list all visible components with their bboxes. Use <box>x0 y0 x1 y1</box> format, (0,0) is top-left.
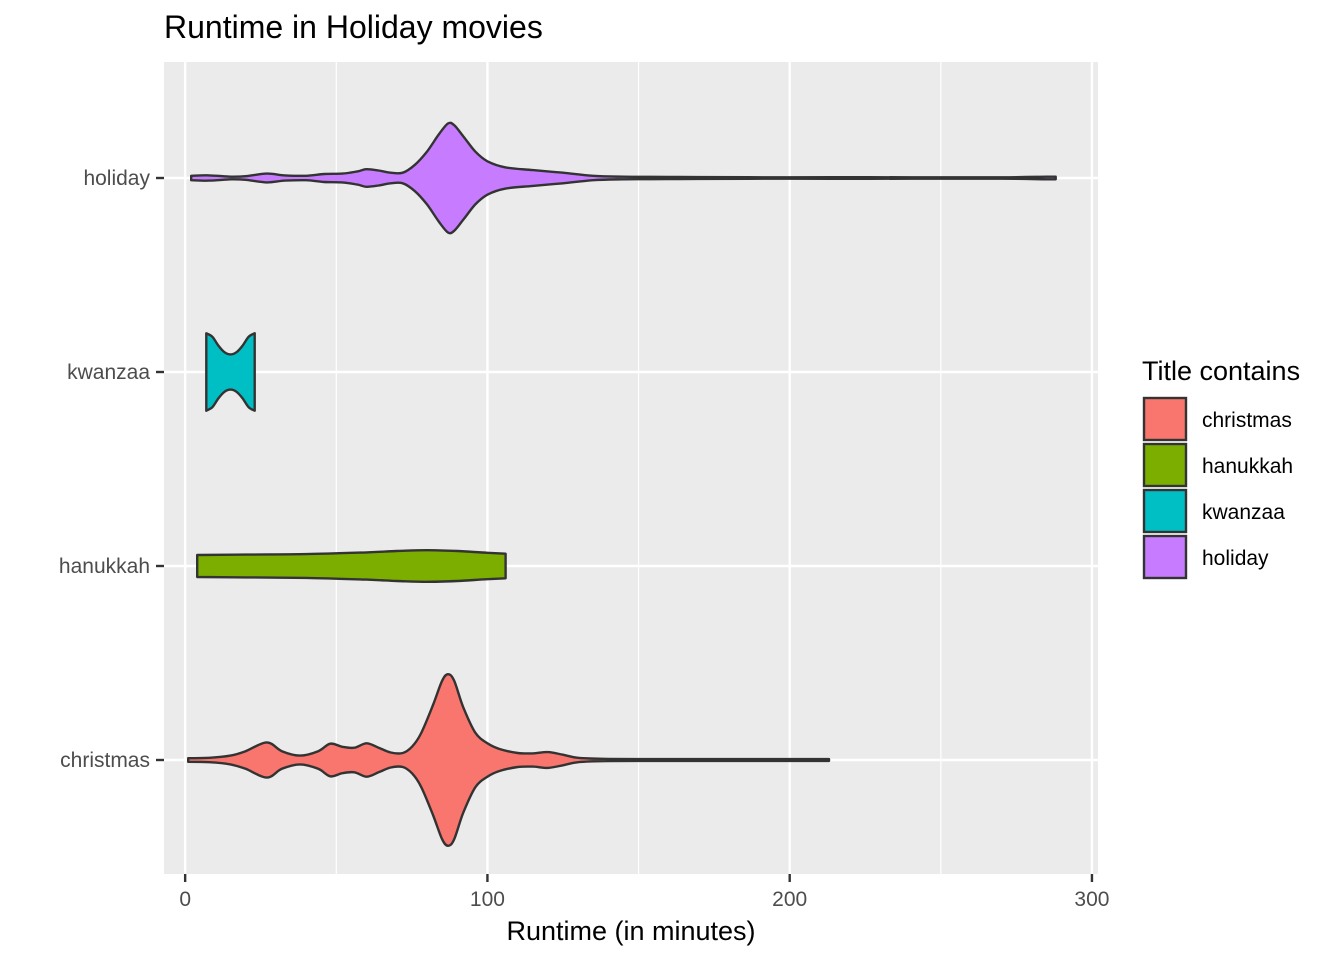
legend-title: Title contains <box>1142 356 1300 386</box>
violin-holiday <box>190 121 1057 235</box>
x-axis-title: Runtime (in minutes) <box>506 916 755 946</box>
legend-label: hanukkah <box>1202 455 1293 478</box>
x-tick-label: 100 <box>470 888 505 911</box>
legend-swatch-holiday <box>1142 534 1188 580</box>
violin-kwanzaa <box>205 332 256 412</box>
x-axis: 0 100 200 300 <box>179 874 1109 911</box>
x-tick-label: 200 <box>772 888 807 911</box>
minor-gridlines <box>335 62 942 874</box>
legend-label: christmas <box>1202 409 1292 432</box>
y-tick-label: hanukkah <box>59 555 150 578</box>
legend-swatch-kwanzaa <box>1142 488 1188 534</box>
y-tick-label: holiday <box>83 167 150 190</box>
plot-panel <box>164 62 1098 874</box>
y-axis: christmas hanukkah kwanzaa holiday <box>59 167 164 772</box>
x-tick-label: 300 <box>1074 888 1109 911</box>
violin-hanukkah <box>196 549 507 583</box>
violins <box>187 121 1057 847</box>
legend-label: holiday <box>1202 547 1269 570</box>
y-tick-label: kwanzaa <box>67 361 150 384</box>
legend-label: kwanzaa <box>1202 501 1285 524</box>
y-tick-label: christmas <box>60 749 150 772</box>
violin-christmas <box>187 673 831 847</box>
legend: Title contains christmas hanukkah kwanzaa h… <box>1142 356 1300 580</box>
x-tick-label: 0 <box>179 888 191 911</box>
chart-title: Runtime in Holiday movies <box>164 9 543 45</box>
legend-swatch-hanukkah <box>1142 442 1188 488</box>
legend-swatch-christmas <box>1142 396 1188 442</box>
